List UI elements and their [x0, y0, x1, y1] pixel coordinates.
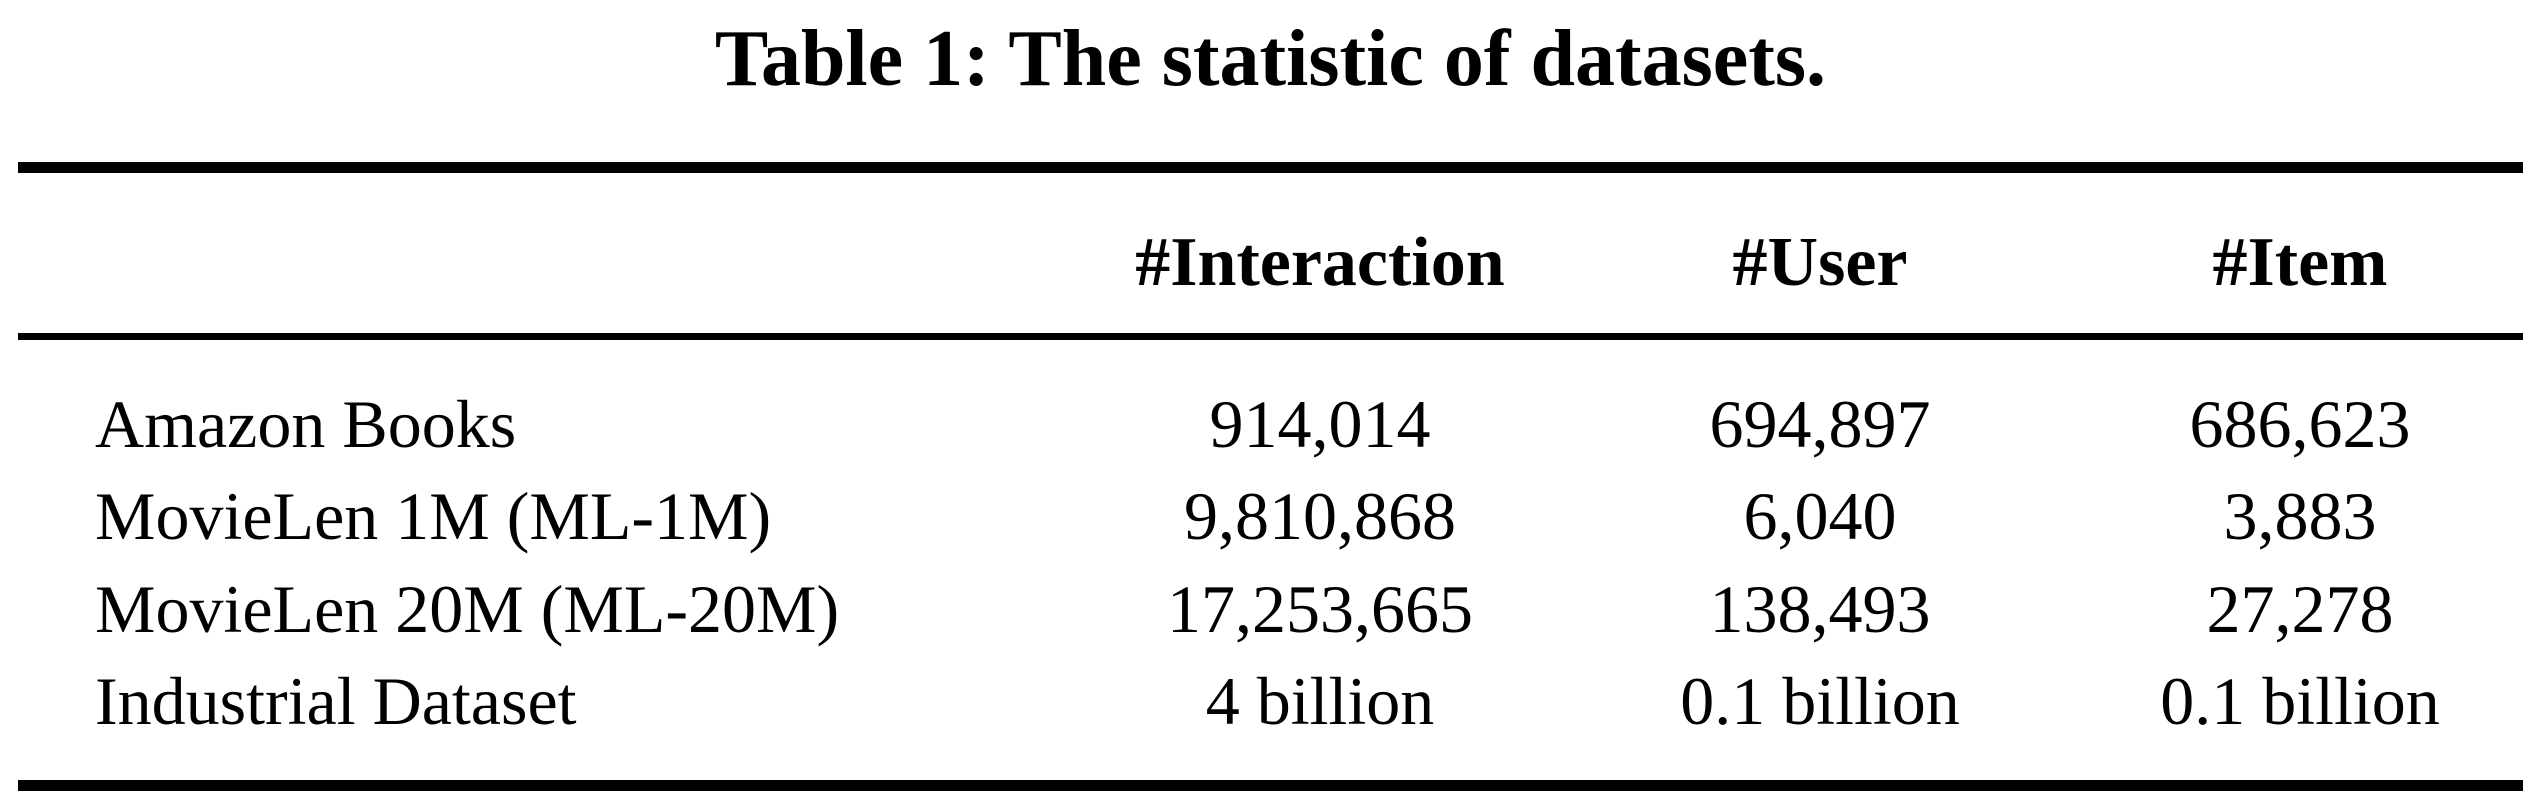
user-count: 6,040	[1743, 478, 1897, 554]
header-item: #Item	[2212, 224, 2388, 301]
top-rule	[18, 162, 2523, 173]
item-count: 0.1 billion	[2160, 663, 2440, 739]
user-count: 0.1 billion	[1680, 663, 1960, 739]
header-rule	[18, 333, 2523, 340]
dataset-name: Amazon Books	[95, 386, 517, 462]
user-count: 694,897	[1709, 386, 1931, 462]
table-row: Industrial Dataset 4 billion 0.1 billion…	[0, 655, 2541, 747]
item-count: 27,278	[2206, 571, 2394, 647]
user-count: 138,493	[1709, 571, 1931, 647]
table-caption: Table 1: The statistic of datasets.	[714, 15, 1827, 103]
table-row: MovieLen 1M (ML-1M) 9,810,868 6,040 3,88…	[0, 470, 2541, 562]
dataset-name: Industrial Dataset	[95, 663, 577, 739]
interaction-count: 914,014	[1209, 386, 1431, 462]
header-interaction: #Interaction	[1135, 224, 1505, 301]
table-row: Amazon Books 914,014 694,897 686,623	[0, 378, 2541, 470]
dataset-name: MovieLen 1M (ML-1M)	[95, 478, 772, 554]
interaction-count: 9,810,868	[1184, 478, 1456, 554]
interaction-count: 17,253,665	[1167, 571, 1473, 647]
item-count: 3,883	[2223, 478, 2377, 554]
interaction-count: 4 billion	[1205, 663, 1435, 739]
item-count: 686,623	[2189, 386, 2411, 462]
bottom-rule	[18, 780, 2523, 791]
table-header-row: #Interaction #User #Item	[0, 208, 2541, 318]
table-row: MovieLen 20M (ML-20M) 17,253,665 138,493…	[0, 563, 2541, 655]
header-user: #User	[1732, 224, 1908, 301]
dataset-name: MovieLen 20M (ML-20M)	[95, 571, 840, 647]
